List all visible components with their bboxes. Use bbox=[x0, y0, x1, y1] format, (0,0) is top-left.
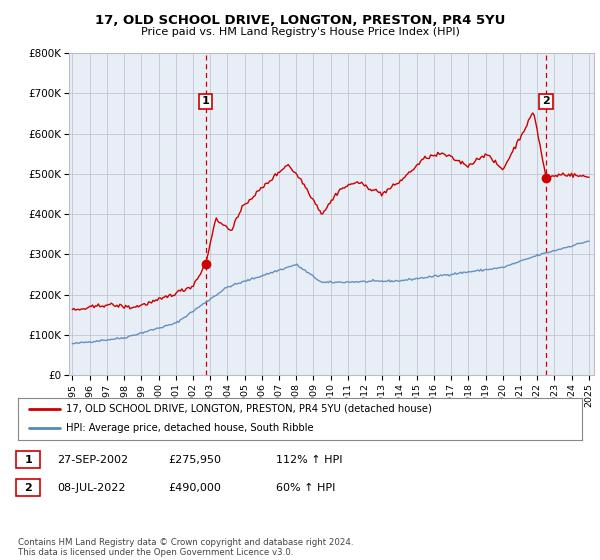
Text: 112% ↑ HPI: 112% ↑ HPI bbox=[276, 455, 343, 465]
Text: 08-JUL-2022: 08-JUL-2022 bbox=[57, 483, 125, 493]
Text: 1: 1 bbox=[25, 455, 32, 465]
Text: HPI: Average price, detached house, South Ribble: HPI: Average price, detached house, Sout… bbox=[66, 423, 314, 433]
Text: 2: 2 bbox=[542, 96, 550, 106]
Text: Price paid vs. HM Land Registry's House Price Index (HPI): Price paid vs. HM Land Registry's House … bbox=[140, 27, 460, 37]
Text: 2: 2 bbox=[25, 483, 32, 493]
Text: £275,950: £275,950 bbox=[168, 455, 221, 465]
Text: 17, OLD SCHOOL DRIVE, LONGTON, PRESTON, PR4 5YU (detached house): 17, OLD SCHOOL DRIVE, LONGTON, PRESTON, … bbox=[66, 404, 432, 414]
Text: 27-SEP-2002: 27-SEP-2002 bbox=[57, 455, 128, 465]
Text: 17, OLD SCHOOL DRIVE, LONGTON, PRESTON, PR4 5YU: 17, OLD SCHOOL DRIVE, LONGTON, PRESTON, … bbox=[95, 14, 505, 27]
Text: £490,000: £490,000 bbox=[168, 483, 221, 493]
Text: Contains HM Land Registry data © Crown copyright and database right 2024.
This d: Contains HM Land Registry data © Crown c… bbox=[18, 538, 353, 557]
Text: 60% ↑ HPI: 60% ↑ HPI bbox=[276, 483, 335, 493]
Text: 1: 1 bbox=[202, 96, 209, 106]
